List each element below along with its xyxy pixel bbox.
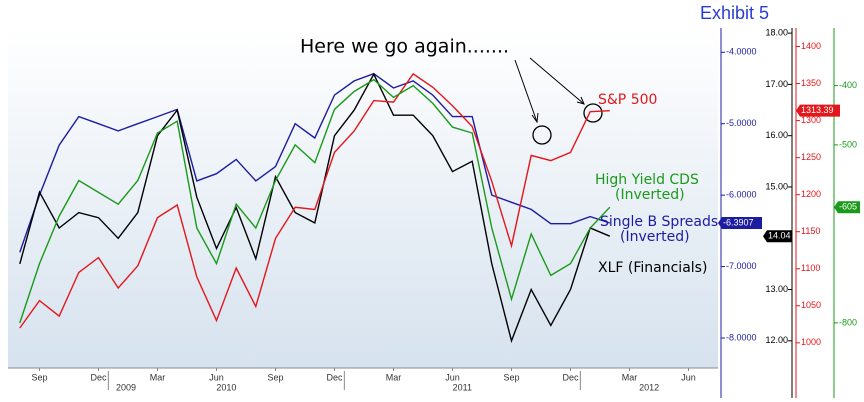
y-tick-label: 1300 bbox=[801, 115, 821, 125]
value-flag bbox=[834, 201, 860, 214]
y-tick-label: -8.0000 bbox=[726, 332, 757, 342]
arrow bbox=[529, 57, 585, 105]
series-line bbox=[19, 78, 611, 324]
y-tick-label: -800 bbox=[839, 317, 857, 327]
y-tick-label: -500 bbox=[839, 139, 857, 149]
year-label: 2010 bbox=[216, 382, 236, 392]
value-flag-label: -6.3907 bbox=[723, 217, 754, 227]
value-flag bbox=[763, 230, 792, 243]
y-tick-label: 15.00 bbox=[765, 181, 788, 191]
y-tick-label: -6.0000 bbox=[726, 190, 757, 200]
value-flag-label: -605 bbox=[839, 202, 857, 212]
x-tick-label: Mar bbox=[150, 372, 166, 382]
year-label: 2011 bbox=[453, 382, 472, 392]
y-tick-label: 1000 bbox=[801, 337, 821, 347]
y-tick-label: 13.00 bbox=[765, 284, 788, 294]
series-qualifier: (Inverted) bbox=[615, 187, 685, 203]
highlight-circle bbox=[532, 125, 552, 145]
x-tick-label: Dec bbox=[326, 372, 343, 382]
arrow-head bbox=[576, 96, 585, 105]
y-tick-label: -4.0000 bbox=[726, 47, 757, 57]
x-tick-label: Dec bbox=[562, 372, 579, 382]
y-tick-label: 1250 bbox=[801, 152, 821, 162]
series-label: Single B Spreads bbox=[600, 214, 718, 230]
x-tick-label: Jun bbox=[445, 372, 460, 382]
x-tick-label: Mar bbox=[622, 372, 638, 382]
arrow bbox=[514, 59, 538, 123]
y-tick-label: 1050 bbox=[801, 300, 821, 310]
x-tick-label: Sep bbox=[267, 372, 283, 382]
series-line bbox=[19, 72, 610, 329]
y-tick-label: 12.00 bbox=[765, 335, 788, 345]
y-tick-label: 16.00 bbox=[765, 130, 788, 140]
series-line bbox=[19, 72, 611, 253]
highlight-circle bbox=[583, 103, 603, 123]
year-label: 2009 bbox=[116, 382, 136, 392]
x-tick-label: Mar bbox=[386, 372, 402, 382]
y-tick-label: -400 bbox=[839, 80, 857, 90]
value-flag bbox=[718, 217, 762, 230]
x-tick-label: Jun bbox=[209, 372, 224, 382]
x-tick-label: Jun bbox=[681, 372, 696, 382]
year-label: 2012 bbox=[639, 382, 659, 392]
value-flag bbox=[796, 104, 840, 117]
series-label: S&P 500 bbox=[598, 92, 657, 108]
y-tick-label: 17.00 bbox=[765, 79, 788, 89]
y-tick-label: 1150 bbox=[801, 226, 820, 236]
y-tick-label: 1400 bbox=[801, 41, 821, 51]
arrow-head bbox=[531, 112, 539, 124]
value-flag-label: 14.04 bbox=[768, 231, 791, 241]
x-tick-label: Sep bbox=[503, 372, 519, 382]
chart-title: Exhibit 5 bbox=[700, 3, 769, 23]
y-tick-label: -7.0000 bbox=[726, 261, 757, 271]
y-tick-label: -5.0000 bbox=[726, 118, 757, 128]
x-tick-label: Sep bbox=[31, 372, 47, 382]
annotation: Here we go again....... bbox=[300, 36, 509, 58]
y-tick-label: 1100 bbox=[801, 263, 820, 273]
y-tick-label: 1350 bbox=[801, 78, 821, 88]
x-tick-label: Dec bbox=[90, 372, 107, 382]
y-tick-label: 18.00 bbox=[765, 28, 788, 38]
series-label: High Yield CDS bbox=[595, 172, 699, 188]
value-flag-label: 1313.39 bbox=[801, 105, 834, 115]
series-label: XLF (Financials) bbox=[598, 260, 707, 276]
plot-area bbox=[8, 28, 718, 368]
y-tick-label: 1200 bbox=[801, 189, 821, 199]
series-qualifier: (Inverted) bbox=[620, 229, 690, 245]
series-line bbox=[19, 72, 611, 344]
